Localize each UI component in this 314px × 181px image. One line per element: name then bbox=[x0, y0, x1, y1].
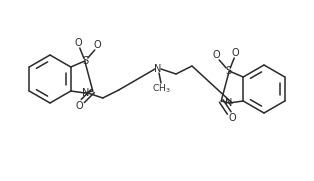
Text: O: O bbox=[75, 38, 83, 48]
Text: O: O bbox=[76, 101, 84, 111]
Text: O: O bbox=[94, 40, 102, 50]
Text: N: N bbox=[82, 88, 89, 98]
Text: CH$_3$: CH$_3$ bbox=[152, 83, 170, 95]
Text: S: S bbox=[225, 66, 231, 76]
Text: S: S bbox=[83, 56, 89, 66]
Text: N: N bbox=[154, 64, 162, 74]
Text: O: O bbox=[231, 48, 239, 58]
Text: N: N bbox=[225, 98, 232, 108]
Text: O: O bbox=[228, 113, 236, 123]
Text: O: O bbox=[212, 50, 220, 60]
